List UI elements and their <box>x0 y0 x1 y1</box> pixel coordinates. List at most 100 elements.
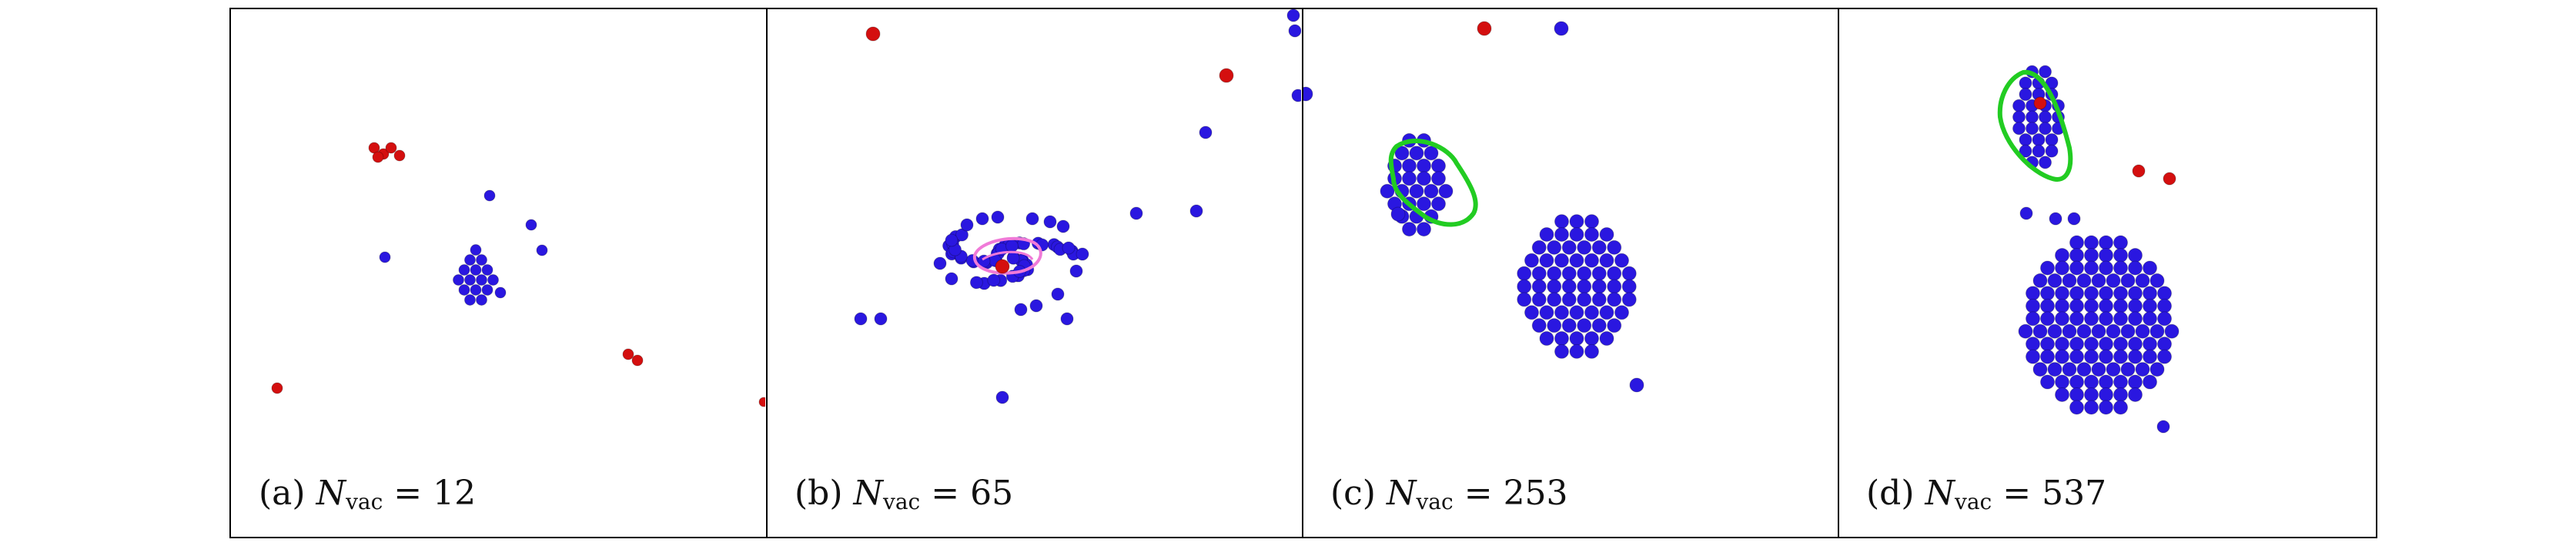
vacancy-atom <box>2128 337 2143 352</box>
caption-equals: = <box>393 474 423 513</box>
vacancy-atom <box>1402 158 1417 173</box>
vacancy-atom <box>453 273 464 286</box>
vacancy-atom <box>1539 226 1554 242</box>
caption-subscript: vac <box>1955 489 1992 514</box>
vacancy-atom <box>536 244 548 256</box>
vacancy-atom <box>1423 146 1439 161</box>
vacancy-atom <box>2069 298 2084 313</box>
vacancy-atom <box>1417 196 1431 212</box>
vacancy-atom <box>1517 292 1532 307</box>
vacancy-atom <box>1584 331 1599 347</box>
vacancy-atom <box>2091 362 2106 377</box>
vacancy-atom <box>1577 266 1592 281</box>
vacancy-atom <box>2099 260 2113 276</box>
vacancy-atom <box>1547 240 1562 255</box>
vacancy-atom <box>2084 400 2099 415</box>
vacancy-atom <box>2069 311 2084 327</box>
vacancy-atom <box>2032 144 2046 158</box>
interstitial-atom <box>758 397 765 407</box>
vacancy-atom <box>1614 253 1629 268</box>
vacancy-atom <box>470 264 482 276</box>
vacancy-atom <box>1402 171 1417 186</box>
vacancy-atom <box>1599 305 1614 320</box>
interstitial-atom <box>2033 96 2047 110</box>
vacancy-atom <box>2084 286 2099 301</box>
vacancy-atom <box>1531 266 1547 281</box>
vacancy-atom <box>2099 387 2113 402</box>
vacancy-atom <box>2067 212 2081 226</box>
vacancy-atom <box>955 228 969 242</box>
vacancy-atom <box>1417 222 1431 237</box>
vacancy-atom <box>2128 387 2143 402</box>
vacancy-atom <box>1591 318 1607 333</box>
vacancy-atom <box>1051 287 1065 301</box>
vacancy-atom <box>2032 362 2048 377</box>
vacancy-atom <box>2128 374 2143 390</box>
vacancy-atom <box>874 312 888 326</box>
vacancy-atom <box>1607 240 1622 255</box>
vacancy-atom <box>2106 362 2121 377</box>
vacancy-atom <box>2055 248 2069 263</box>
vacancy-atom <box>1569 343 1584 359</box>
interstitial-atom <box>368 142 380 154</box>
vacancy-atom <box>487 273 499 286</box>
vacancy-atom <box>2055 260 2069 276</box>
vacancy-atom <box>2026 122 2039 136</box>
vacancy-atom <box>2084 311 2099 327</box>
vacancy-atom <box>1547 318 1562 333</box>
vacancy-atom <box>2149 273 2165 288</box>
caption-c: (c) Nvac = 253 <box>1324 467 1574 521</box>
vacancy-atom <box>2047 323 2062 339</box>
vacancy-atom <box>1591 266 1607 281</box>
vacancy-atom <box>1531 279 1547 294</box>
caption-value: 65 <box>970 474 1014 513</box>
vacancy-atom <box>2026 337 2040 352</box>
vacancy-atom <box>2128 298 2143 313</box>
vacancy-atom <box>933 256 947 270</box>
vacancy-atom <box>2012 122 2026 136</box>
vacancy-atom <box>2156 420 2170 434</box>
vacancy-atom <box>470 283 482 296</box>
dislocation-loop <box>972 236 1042 275</box>
vacancy-atom <box>2055 311 2069 327</box>
vacancy-atom <box>1402 222 1417 237</box>
vacancy-atom <box>1591 240 1607 255</box>
vacancy-atom <box>2113 248 2128 263</box>
vacancy-atom <box>1056 219 1070 233</box>
caption-symbol: N <box>1386 474 1417 513</box>
vacancy-atom <box>1006 251 1020 265</box>
vacancy-atom <box>2113 235 2128 250</box>
vacancy-atom <box>2076 323 2092 339</box>
vacancy-atom <box>2135 273 2150 288</box>
vacancy-atom <box>2069 248 2084 263</box>
vacancy-atom <box>1554 305 1569 320</box>
vacancy-atom <box>1517 279 1532 294</box>
vacancy-atom <box>2099 286 2113 301</box>
caption-symbol: N <box>316 474 346 513</box>
vacancy-atom <box>1584 343 1599 359</box>
vacancy-atom <box>1554 214 1569 229</box>
vacancy-atom <box>1189 204 1203 218</box>
interstitial-atom <box>631 354 644 367</box>
vacancy-atom <box>481 283 493 296</box>
vacancy-atom <box>1584 226 1599 242</box>
vacancy-atom <box>481 264 493 276</box>
vacancy-atom <box>1303 86 1313 102</box>
vacancy-atom <box>2026 298 2040 313</box>
vacancy-atom <box>2113 286 2128 301</box>
vacancy-atom <box>1539 331 1554 347</box>
vacancy-atom <box>995 390 1009 404</box>
vacancy-atom <box>2149 362 2165 377</box>
vacancy-atom <box>1029 299 1043 313</box>
vacancy-atom <box>2032 273 2048 288</box>
vacancy-atom <box>525 219 537 231</box>
vacancy-atom <box>1438 183 1454 199</box>
vacancy-atom <box>2099 248 2113 263</box>
vacancy-atom <box>2157 311 2172 327</box>
vacancy-atom <box>2143 311 2157 327</box>
vacancy-atom <box>2032 323 2048 339</box>
vacancy-atom <box>1199 126 1213 139</box>
vacancy-atom <box>2084 337 2099 352</box>
vacancy-atom <box>2099 374 2113 390</box>
vacancy-atom <box>1607 279 1622 294</box>
